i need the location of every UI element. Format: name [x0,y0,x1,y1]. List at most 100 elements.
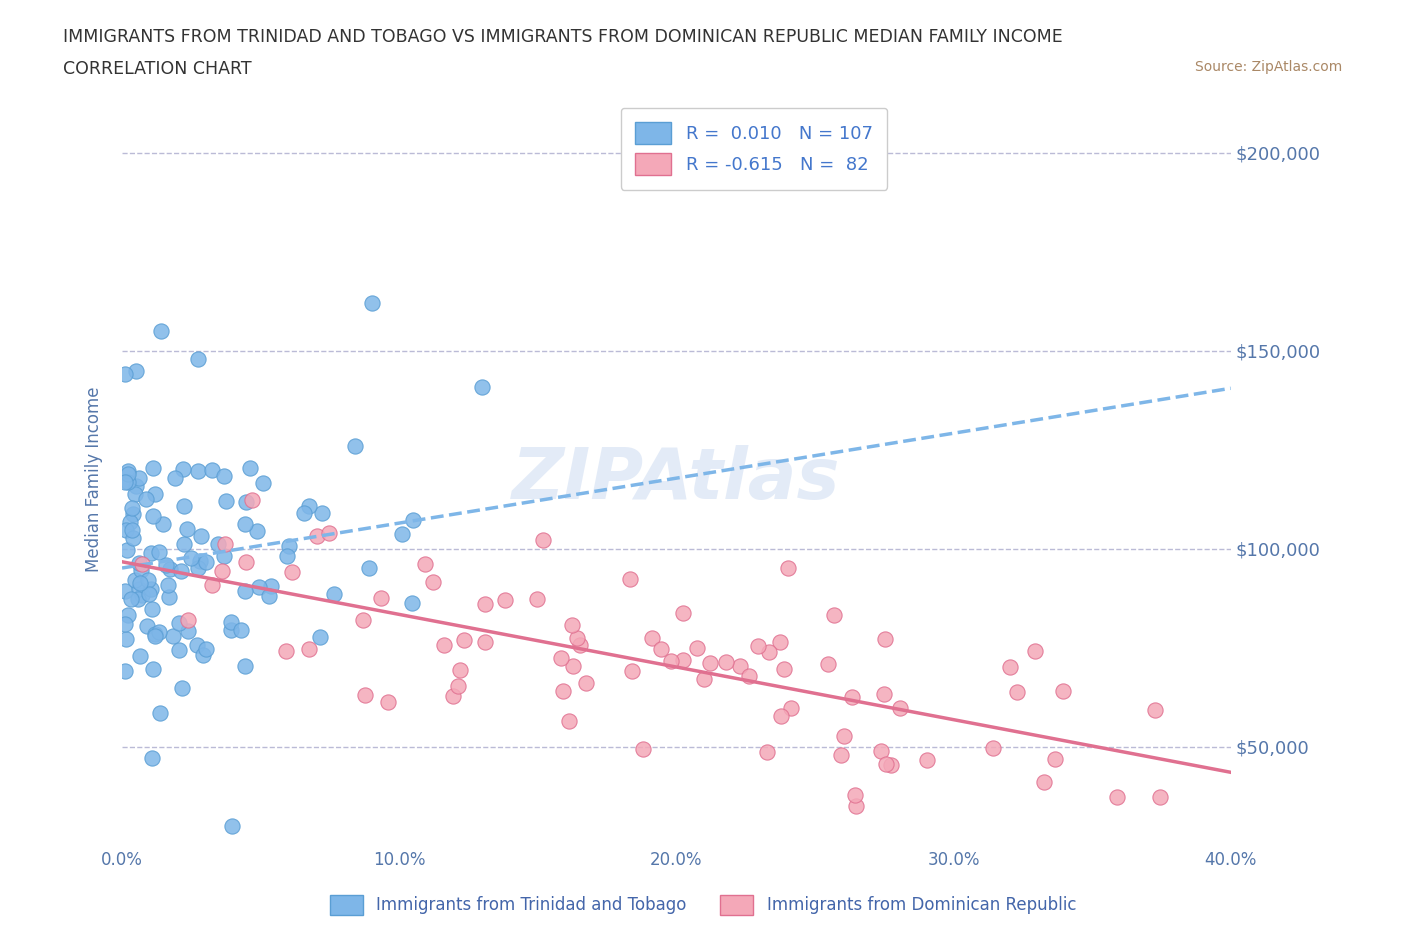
Point [830,748,852,763]
Point [177,624,200,639]
Point [195,554,218,569]
Point [259,579,281,594]
Point [633,741,655,756]
Point [239,460,262,475]
Point [173,498,195,513]
Point [139,581,162,596]
Point [1024,644,1046,658]
Point [353,687,375,702]
Point [148,624,170,639]
Point [139,546,162,561]
Point [240,493,263,508]
Point [114,664,136,679]
Point [1052,684,1074,698]
Point [1144,703,1167,718]
Point [699,655,721,670]
Point [190,528,212,543]
Point [1033,775,1056,790]
Point [621,664,644,679]
Point [148,545,170,560]
Point [292,506,315,521]
Point [686,641,709,656]
Point [257,589,280,604]
Point [352,612,374,627]
Text: Source: ZipAtlas.com: Source: ZipAtlas.com [1195,60,1343,74]
Legend: R =  0.010   N = 107, R = -0.615   N =  82: R = 0.010 N = 107, R = -0.615 N = 82 [621,108,887,190]
Point [817,657,839,671]
Point [136,618,159,633]
Legend: Immigrants from Trinidad and Tobago, Immigrants from Dominican Republic: Immigrants from Trinidad and Tobago, Imm… [323,888,1083,922]
Point [235,554,257,569]
Point [172,680,194,695]
Point [281,565,304,579]
Point [551,684,574,698]
Point [121,523,143,538]
Point [1149,790,1171,804]
Point [873,686,896,701]
Point [318,525,340,540]
Point [143,626,166,641]
Point [873,631,896,646]
Point [167,643,190,658]
Point [747,639,769,654]
Point [305,528,328,543]
Point [173,537,195,551]
Point [193,647,215,662]
Point [474,596,496,611]
Point [141,751,163,765]
Point [574,675,596,690]
Point [114,583,136,598]
Point [730,658,752,673]
Point [195,642,218,657]
Point [531,532,554,547]
Point [235,495,257,510]
Point [180,551,202,565]
Point [157,578,180,593]
Point [998,659,1021,674]
Point [115,543,138,558]
Y-axis label: Median Family Income: Median Family Income [86,387,103,572]
Point [714,655,737,670]
Point [889,700,911,715]
Point [121,500,143,515]
Point [129,563,152,578]
Point [377,695,399,710]
Point [118,515,141,530]
Point [201,462,224,477]
Point [844,788,866,803]
Point [150,324,173,339]
Point [494,592,516,607]
Point [1043,751,1066,766]
Point [758,644,780,659]
Point [449,662,471,677]
Point [138,587,160,602]
Point [187,352,209,366]
Point [145,486,167,501]
Point [561,658,583,673]
Point [869,744,891,759]
Point [252,476,274,491]
Point [453,632,475,647]
Point [149,705,172,720]
Point [298,642,321,657]
Point [672,653,695,668]
Point [152,517,174,532]
Point [569,638,592,653]
Point [359,560,381,575]
Point [219,622,242,637]
Point [276,549,298,564]
Point [176,522,198,537]
Point [142,461,165,476]
Point [117,474,139,489]
Point [170,564,193,578]
Point [129,576,152,591]
Point [441,688,464,703]
Point [115,523,138,538]
Point [167,616,190,631]
Point [115,631,138,646]
Point [207,537,229,551]
Point [415,557,437,572]
Point [344,439,367,454]
Point [1005,684,1028,699]
Point [120,591,142,606]
